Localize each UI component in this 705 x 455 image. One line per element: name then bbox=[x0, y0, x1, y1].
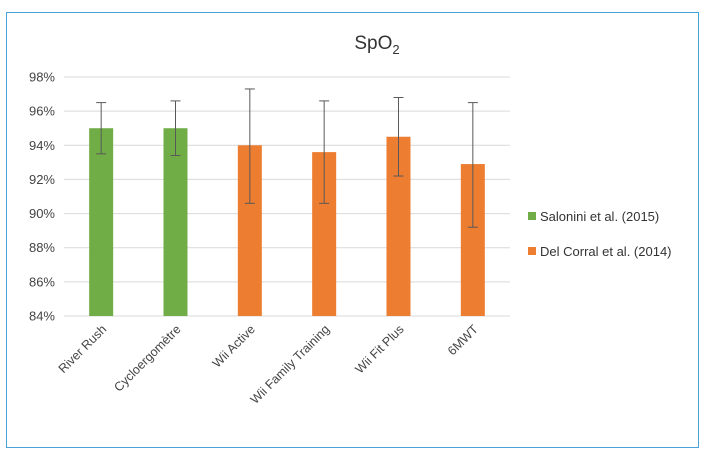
legend-swatch bbox=[528, 212, 536, 220]
x-tick-label: Wii Fit Plus bbox=[353, 322, 407, 376]
bar bbox=[237, 145, 262, 316]
y-tick-label: 86% bbox=[29, 274, 55, 289]
x-tick-label: River Rush bbox=[56, 322, 110, 376]
y-tick-label: 92% bbox=[29, 172, 55, 187]
legend: Salonini et al. (2015) Del Corral et al. … bbox=[528, 209, 672, 259]
y-tick-label: 94% bbox=[29, 138, 55, 153]
chart-title-subscript: 2 bbox=[392, 42, 399, 57]
y-tick-label: 90% bbox=[29, 206, 55, 221]
legend-label: Del Corral et al. (2014) bbox=[540, 244, 672, 259]
legend-swatch bbox=[528, 247, 536, 255]
chart-frame: SpO2 84% 86% 88% 90% 92% 94% 96% 98% River Rush… bbox=[6, 12, 699, 448]
y-tick-label: 84% bbox=[29, 309, 55, 324]
bar bbox=[163, 128, 188, 316]
y-axis-ticks: 84% 86% 88% 90% 92% 94% 96% 98% bbox=[29, 70, 55, 324]
chart-title: SpO2 bbox=[354, 33, 399, 57]
y-tick-label: 98% bbox=[29, 70, 55, 85]
y-tick-label: 96% bbox=[29, 104, 55, 119]
y-tick-label: 88% bbox=[29, 240, 55, 255]
chart-title-main: SpO bbox=[354, 33, 392, 54]
bars bbox=[89, 128, 485, 316]
legend-label: Salonini et al. (2015) bbox=[540, 209, 659, 224]
x-tick-label: Wii Family Training bbox=[248, 322, 333, 407]
x-tick-label: Wii Active bbox=[210, 322, 258, 370]
gridlines bbox=[64, 76, 510, 317]
x-tick-label: 6MWT bbox=[445, 322, 481, 358]
bar bbox=[89, 128, 114, 316]
x-tick-label: Cycloergomètre bbox=[111, 322, 183, 394]
spo2-bar-chart: SpO2 84% 86% 88% 90% 92% 94% 96% 98% River Rush… bbox=[29, 33, 672, 407]
error-bars bbox=[96, 88, 478, 228]
